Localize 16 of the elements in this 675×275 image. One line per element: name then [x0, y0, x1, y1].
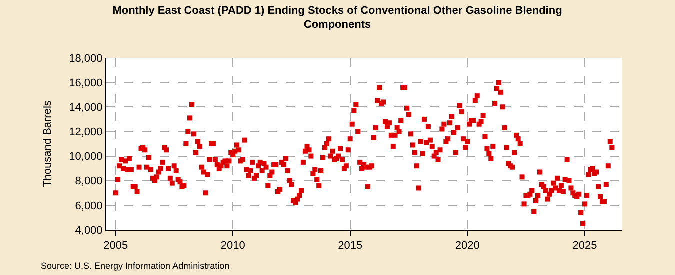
y-tick-label: 16,000 — [69, 77, 103, 90]
source-note: Source: U.S. Energy Information Administration — [41, 261, 230, 271]
y-tick-label: 6,000 — [75, 200, 103, 212]
x-tick-label: 2010 — [220, 240, 246, 252]
y-tick-label: 10,000 — [69, 151, 103, 164]
x-tick-label: 2025 — [572, 240, 598, 252]
y-axis-title: Thousand Barrels — [42, 100, 54, 188]
x-tick-label: 2005 — [104, 240, 128, 252]
y-tick-label: 12,000 — [69, 126, 103, 139]
y-tick-label: 14,000 — [69, 102, 103, 114]
y-tick-label: 4,000 — [75, 224, 103, 237]
y-tick-label: 18,000 — [69, 52, 103, 65]
chart-title: Monthly East Coast (PADD 1) Ending Stocks of Conventional Other Gasoline Blending Components — [112, 4, 562, 32]
x-tick-label: 2015 — [338, 240, 363, 252]
x-tick-label: 2020 — [455, 240, 480, 252]
y-tick-label: 8,000 — [75, 176, 103, 188]
